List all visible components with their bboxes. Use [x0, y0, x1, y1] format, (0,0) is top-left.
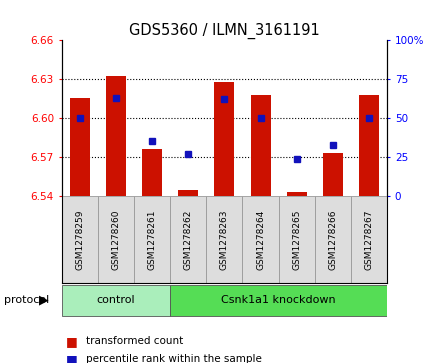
Title: GDS5360 / ILMN_3161191: GDS5360 / ILMN_3161191 — [129, 23, 320, 38]
Text: GSM1278266: GSM1278266 — [328, 209, 337, 270]
Bar — [178, 189, 198, 196]
Bar — [206, 196, 242, 283]
Bar — [62, 285, 170, 316]
Bar — [142, 149, 162, 196]
Bar — [170, 285, 387, 316]
Bar — [242, 196, 279, 283]
Text: protocol: protocol — [4, 295, 50, 305]
Bar — [70, 98, 90, 196]
Text: GSM1278265: GSM1278265 — [292, 209, 301, 270]
Text: GSM1278261: GSM1278261 — [147, 209, 157, 270]
Text: GSM1278260: GSM1278260 — [111, 209, 121, 270]
Text: percentile rank within the sample: percentile rank within the sample — [86, 354, 262, 363]
Text: control: control — [96, 295, 135, 305]
Text: GSM1278263: GSM1278263 — [220, 209, 229, 270]
Bar — [251, 94, 271, 196]
Text: GSM1278259: GSM1278259 — [75, 209, 84, 270]
Text: ▶: ▶ — [39, 294, 49, 307]
Text: Csnk1a1 knockdown: Csnk1a1 knockdown — [221, 295, 336, 305]
Text: GSM1278264: GSM1278264 — [256, 209, 265, 270]
Bar — [323, 153, 343, 196]
Bar — [351, 196, 387, 283]
Text: transformed count: transformed count — [86, 336, 183, 346]
Bar — [279, 196, 315, 283]
Bar — [98, 196, 134, 283]
Bar — [134, 196, 170, 283]
Text: GSM1278262: GSM1278262 — [184, 209, 193, 270]
Bar — [315, 196, 351, 283]
Bar — [62, 196, 98, 283]
Text: GSM1278267: GSM1278267 — [365, 209, 374, 270]
Bar — [214, 82, 235, 196]
Text: ■: ■ — [66, 353, 78, 363]
Bar — [287, 192, 307, 196]
Bar — [106, 76, 126, 196]
Text: ■: ■ — [66, 335, 78, 348]
Bar — [359, 94, 379, 196]
Bar — [170, 196, 206, 283]
